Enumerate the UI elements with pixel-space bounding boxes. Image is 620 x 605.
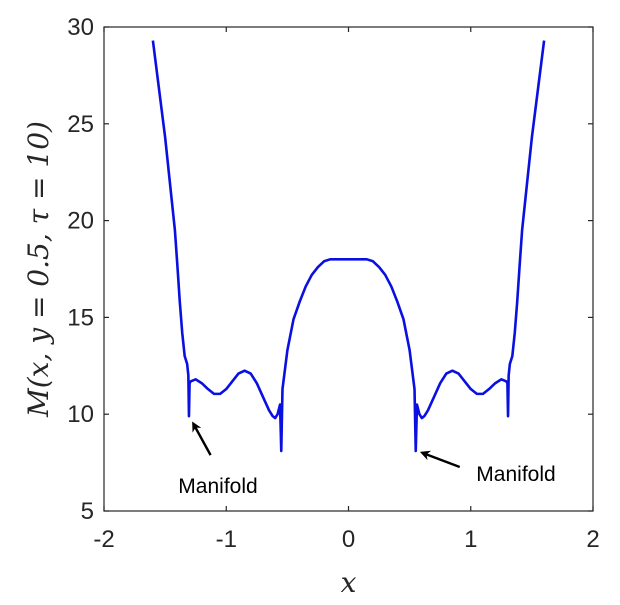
x-tick-label: -1	[216, 526, 237, 553]
y-tick-label: 20	[67, 208, 94, 235]
y-tick-label: 10	[67, 401, 94, 428]
annotation-arrow-left	[192, 421, 212, 456]
y-axis-ticks: 5 10 15 20 25 30	[67, 14, 593, 525]
x-axis-ticks: -2 -1 0 1 2	[93, 27, 600, 553]
x-tick-label: 0	[342, 526, 355, 553]
y-tick-label: 25	[67, 111, 94, 138]
axes-box	[103, 26, 594, 512]
annotations: Manifold Manifold	[178, 421, 556, 498]
y-axis-label: M(x, y = 0.5, τ = 10)	[22, 121, 55, 418]
series-line-0	[151, 40, 546, 453]
x-tick-label: 1	[464, 526, 477, 553]
x-tick-label: -2	[93, 526, 114, 553]
annotation-arrow-right	[419, 450, 461, 469]
plot-area	[103, 26, 594, 512]
y-tick-label: 30	[67, 14, 94, 41]
x-tick-label: 2	[586, 526, 599, 553]
series-group	[151, 40, 546, 453]
annotation-label-right: Manifold	[476, 463, 555, 486]
y-tick-label: 15	[67, 304, 94, 331]
annotation-label-left: Manifold	[178, 475, 257, 498]
x-axis-label: x	[341, 566, 357, 599]
y-tick-label: 5	[81, 498, 94, 525]
